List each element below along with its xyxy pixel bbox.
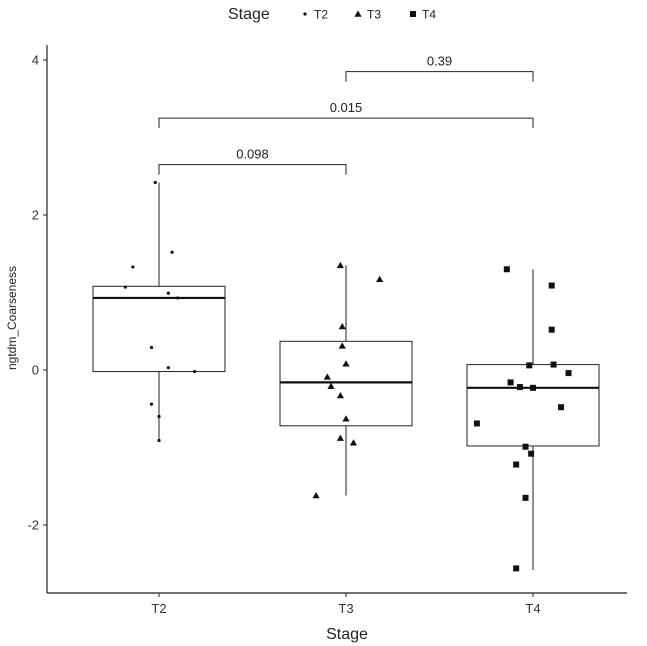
legend-label: T4 — [422, 8, 436, 22]
box-iqr — [279, 340, 413, 427]
legend-marker-square — [410, 11, 416, 17]
data-point-t4 — [528, 450, 535, 457]
data-point-t2 — [149, 345, 154, 350]
box-t4 — [466, 269, 600, 570]
data-point-t4 — [503, 266, 510, 273]
box-iqr — [466, 364, 600, 447]
box-t2 — [92, 182, 226, 442]
x-tick-label: T3 — [338, 601, 353, 616]
data-point-t4 — [522, 494, 529, 501]
p-value-label: 0.015 — [330, 100, 363, 115]
bracket-line — [158, 117, 534, 129]
legend-marker-point — [303, 12, 307, 16]
y-tick-label: 0 — [32, 363, 39, 378]
axes: Stage ngtdm_Coarseness -2 0 2 4 T2 T3 T4 — [5, 45, 627, 643]
x-tick-label: T4 — [525, 601, 540, 616]
data-point-t3 — [323, 373, 331, 380]
data-point-t2 — [192, 369, 197, 374]
data-point-t2 — [166, 366, 170, 370]
legend-entry-t3: T3 — [354, 8, 381, 22]
data-point-t2 — [153, 180, 157, 185]
comparison-bracket: 0.098 — [158, 147, 347, 175]
data-point-t3 — [336, 391, 344, 399]
bracket-line — [345, 71, 534, 82]
data-point-t2 — [149, 402, 154, 406]
data-point-t3 — [336, 261, 344, 269]
data-point-t4 — [530, 384, 536, 391]
data-point-t4 — [565, 370, 572, 377]
data-point-t2 — [157, 438, 161, 443]
legend-entry-t2: T2 — [303, 8, 328, 22]
box-t3 — [279, 265, 413, 496]
comparison-bracket: 0.015 — [158, 100, 534, 129]
data-point-t4 — [550, 361, 557, 368]
data-point-t4 — [516, 384, 523, 391]
legend: Stage T2 T3 T4 — [228, 6, 436, 23]
data-point-t2 — [176, 296, 180, 300]
bracket-line — [158, 164, 347, 175]
y-tick-label: 4 — [32, 53, 39, 68]
p-value-label: 0.098 — [236, 147, 269, 162]
x-tick-label: T2 — [151, 601, 166, 616]
y-axis-title: ngtdm_Coarseness — [5, 266, 19, 370]
data-point-t3 — [342, 415, 350, 422]
data-point-t3 — [338, 342, 346, 349]
data-point-t4 — [513, 461, 520, 468]
data-point-t4 — [522, 443, 529, 450]
comparison-bracket: 0.39 — [345, 54, 534, 82]
data-point-t2 — [157, 414, 161, 419]
data-point-t2 — [131, 265, 135, 269]
data-point-t3 — [342, 360, 350, 367]
data-point-t3 — [312, 491, 320, 499]
data-point-t3 — [376, 275, 384, 283]
data-point-t4 — [548, 282, 555, 289]
data-point-t4 — [513, 565, 520, 572]
p-value-label: 0.39 — [427, 54, 452, 69]
legend-marker-triangle — [354, 10, 362, 17]
data-point-t4 — [507, 379, 514, 386]
legend-label: T2 — [314, 8, 328, 22]
y-tick-label: 2 — [32, 208, 39, 223]
data-point-t3 — [336, 434, 344, 441]
data-point-t4 — [473, 420, 480, 427]
legend-label: T3 — [367, 8, 381, 22]
data-point-t2 — [170, 250, 174, 254]
data-point-t2 — [166, 291, 170, 295]
data-point-t3 — [349, 439, 358, 446]
data-point-t4 — [548, 326, 555, 333]
plot-area: 0.39 0.015 0.098 — [92, 54, 600, 572]
legend-entry-t4: T4 — [410, 8, 436, 22]
data-point-t3 — [338, 323, 346, 330]
data-point-t4 — [526, 362, 533, 369]
data-point-t3 — [327, 382, 335, 389]
x-axis-title: Stage — [326, 626, 368, 643]
data-point-t4 — [558, 404, 565, 411]
y-tick-label: -2 — [27, 518, 39, 533]
box-iqr — [92, 285, 226, 373]
data-point-t2 — [123, 285, 127, 289]
legend-title: Stage — [228, 6, 270, 23]
